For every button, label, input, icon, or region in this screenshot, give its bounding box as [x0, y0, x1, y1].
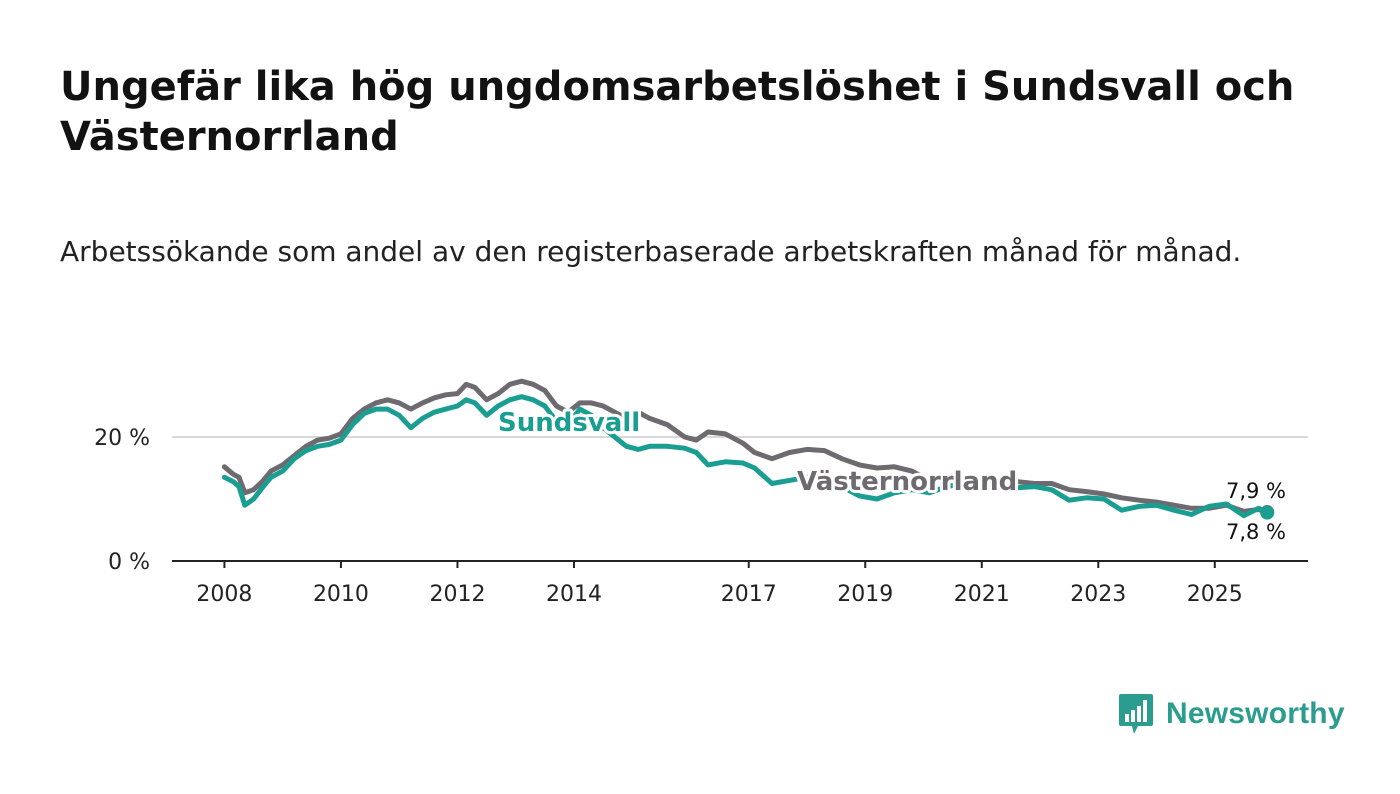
- series-label-vasternorrland: Västernorrland: [797, 467, 1017, 497]
- y-tick-label: 20 %: [94, 426, 150, 451]
- x-tick-label: 2019: [837, 582, 893, 607]
- x-tick-label: 2025: [1187, 582, 1243, 607]
- x-tick-label: 2021: [954, 582, 1010, 607]
- series-end-point-sundsvall: [1260, 505, 1275, 520]
- x-tick-label: 2012: [429, 582, 485, 607]
- line-layer: [221, 378, 1275, 520]
- series-line-västernorrland: [221, 378, 1270, 515]
- end-label-vasternorrland: 7,9 %: [1226, 479, 1286, 503]
- x-tick-label: 2017: [721, 582, 777, 607]
- x-tick-label: 2008: [196, 582, 252, 607]
- y-tick-label: 0 %: [108, 550, 150, 575]
- newsworthy-logo: Newsworthy: [1118, 690, 1345, 738]
- end-label-sundsvall: 7,8 %: [1226, 520, 1286, 544]
- line-chart: 0 % 20 % 2008 2010 2012 2014 2017 2019 2021 2023 2…: [94, 378, 1308, 607]
- x-tick-label: 2010: [313, 582, 369, 607]
- x-tick-label: 2023: [1070, 582, 1126, 607]
- chart-title: Ungefär lika hög ungdomsarbetslöshet i S…: [60, 64, 1295, 160]
- series-label-sundsvall: Sundsvall: [498, 408, 640, 438]
- x-axis: 0 % 20 % 2008 2010 2012 2014 2017 2019 2021 2023 2…: [94, 426, 1308, 607]
- series-line-sundsvall: [221, 394, 1270, 519]
- brand-name: Newsworthy: [1166, 697, 1345, 730]
- label-layer: Sundsvall Västernorrland 7,9 % 7,8 %: [495, 405, 1286, 544]
- chart-subtitle: Arbetssökande som andel av den registerb…: [60, 235, 1242, 268]
- newsworthy-logo-icon: [1119, 694, 1153, 734]
- x-tick-label: 2014: [546, 582, 602, 607]
